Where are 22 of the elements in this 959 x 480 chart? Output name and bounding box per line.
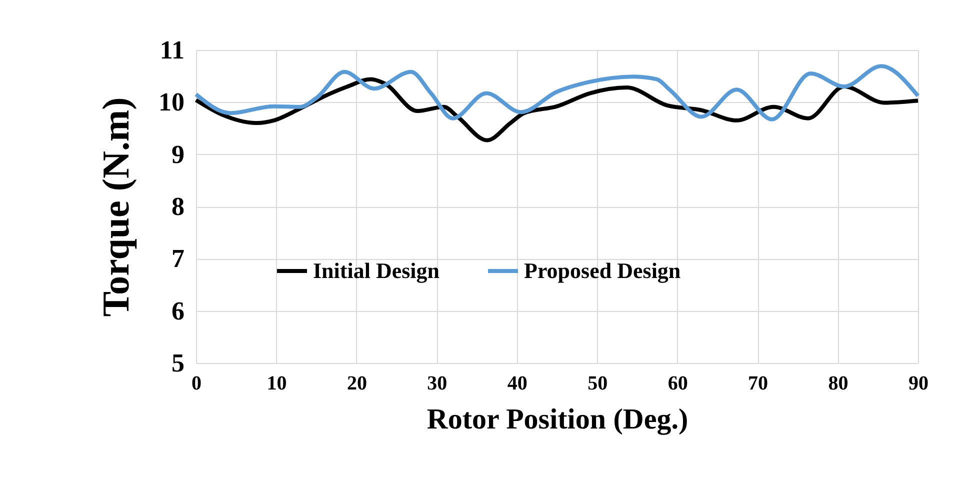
x-tick-label: 20 (346, 372, 367, 394)
x-tick-label: 90 (908, 372, 928, 394)
legend-label: Proposed Design (524, 258, 681, 283)
y-axis-title: Torque (N.m) (96, 97, 138, 317)
x-tick-label: 60 (668, 372, 688, 394)
x-tick-label: 0 (192, 372, 202, 394)
legend-label: Initial Design (313, 258, 440, 283)
x-tick-label: 30 (427, 372, 448, 394)
y-tick-label: 7 (172, 244, 184, 274)
y-tick-label: 9 (172, 140, 184, 169)
x-tick-label: 10 (266, 372, 287, 394)
line-series (194, 64, 920, 122)
y-tick-label: 5 (172, 348, 184, 378)
y-tick-label: 10 (158, 88, 184, 117)
y-tick-label: 8 (172, 192, 184, 221)
y-tick-label: 6 (172, 296, 184, 326)
x-axis-title: Rotor Position (Deg.) (426, 404, 688, 436)
x-tick-label: 80 (828, 372, 848, 394)
x-tick-label: 40 (507, 372, 528, 394)
x-tick-label: 70 (748, 372, 768, 394)
y-tick-label: 11 (160, 36, 184, 64)
x-tick-label: 50 (588, 372, 608, 394)
